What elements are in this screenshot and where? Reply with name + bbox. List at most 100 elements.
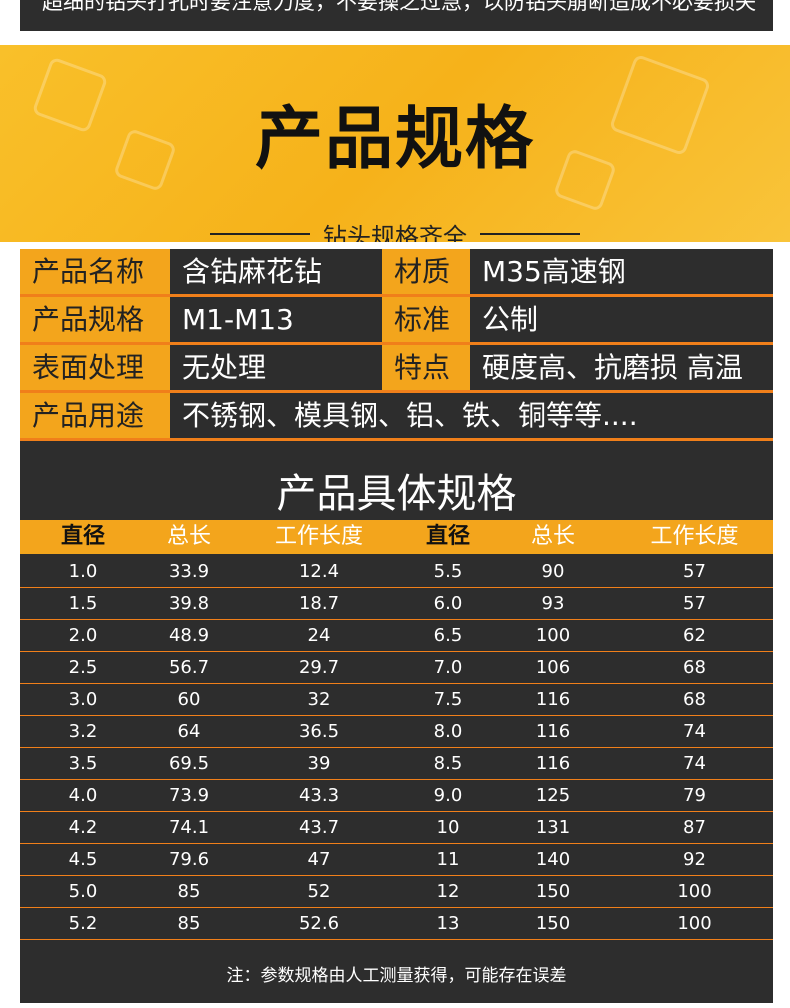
table-cell: 69.5 bbox=[168, 753, 210, 774]
table-cell: 131 bbox=[535, 817, 571, 838]
table-cell: 60 bbox=[177, 689, 201, 710]
divider bbox=[210, 233, 310, 235]
info-label: 产品用途 bbox=[20, 393, 170, 438]
table-row: 4.0 73.9 43.3 9.0 125 79 bbox=[20, 780, 773, 812]
info-row: 产品用途 不锈钢、模具钢、铝、铁、铜等等.... bbox=[20, 393, 773, 441]
table-cell: 3.0 bbox=[68, 689, 98, 710]
info-value: 无处理 bbox=[182, 351, 267, 384]
table-cell: 5.0 bbox=[68, 881, 98, 902]
info-row: 表面处理 无处理 特点 硬度高、抗磨损 高温 bbox=[20, 345, 773, 393]
info-value: 硬度高、抗磨损 高温 bbox=[482, 351, 743, 384]
table-cell: 3.5 bbox=[68, 753, 98, 774]
info-row: 产品名称 含钴麻花钻 材质 M35高速钢 bbox=[20, 249, 773, 297]
table-cell: 12 bbox=[436, 881, 460, 902]
table-row: 5.0 85 52 12 150 100 bbox=[20, 876, 773, 908]
table-cell: 85 bbox=[177, 913, 201, 934]
table-cell: 125 bbox=[535, 785, 571, 806]
table-cell: 12.4 bbox=[298, 561, 340, 582]
table-cell: 5.5 bbox=[433, 561, 463, 582]
info-value: 不锈钢、模具钢、铝、铁、铜等等.... bbox=[182, 399, 638, 432]
table-row: 1.0 33.9 12.4 5.5 90 57 bbox=[20, 556, 773, 588]
spec-title: 产品具体规格 bbox=[276, 471, 517, 517]
table-cell: 39.8 bbox=[168, 593, 210, 614]
table-cell: 116 bbox=[535, 753, 571, 774]
table-cell: 9.0 bbox=[433, 785, 463, 806]
table-cell: 106 bbox=[535, 657, 571, 678]
table-cell: 150 bbox=[535, 913, 571, 934]
header-cell: 总长 bbox=[166, 524, 211, 549]
header-cell: 工作长度 bbox=[274, 524, 363, 549]
table-cell: 4.0 bbox=[68, 785, 98, 806]
info-table: 产品名称 含钴麻花钻 材质 M35高速钢 产品规格 M1-M13 标准 公制 表… bbox=[20, 249, 773, 441]
table-cell: 7.5 bbox=[433, 689, 463, 710]
info-label: 材质 bbox=[382, 249, 470, 294]
table-cell: 100 bbox=[677, 881, 712, 902]
info-value: 公制 bbox=[482, 303, 539, 336]
table-cell: 116 bbox=[535, 721, 571, 742]
table-cell: 90 bbox=[541, 561, 565, 582]
table-cell: 62 bbox=[683, 625, 706, 646]
info-label: 标准 bbox=[382, 297, 470, 342]
header-cell: 工作长度 bbox=[650, 524, 739, 549]
table-cell: 8.0 bbox=[433, 721, 463, 742]
table-cell: 52 bbox=[307, 881, 331, 902]
table-cell: 18.7 bbox=[298, 593, 340, 614]
header-cell: 直径 bbox=[60, 524, 105, 549]
info-label: 表面处理 bbox=[20, 345, 170, 390]
table-cell: 92 bbox=[683, 849, 706, 870]
table-cell: 32 bbox=[307, 689, 331, 710]
table-cell: 74 bbox=[683, 753, 706, 774]
table-cell: 73.9 bbox=[168, 785, 210, 806]
table-cell: 52.6 bbox=[298, 913, 340, 934]
table-cell: 29.7 bbox=[298, 657, 340, 678]
table-cell: 5.2 bbox=[68, 913, 98, 934]
info-label: 产品名称 bbox=[20, 249, 170, 294]
banner-title: 产品规格 bbox=[254, 100, 535, 179]
table-cell: 39 bbox=[307, 753, 331, 774]
table-cell: 7.0 bbox=[433, 657, 463, 678]
table-cell: 36.5 bbox=[298, 721, 340, 742]
table-cell: 43.3 bbox=[298, 785, 340, 806]
table-row: 2.5 56.7 29.7 7.0 106 68 bbox=[20, 652, 773, 684]
table-cell: 2.0 bbox=[68, 625, 98, 646]
table-cell: 57 bbox=[683, 593, 706, 614]
table-cell: 1.0 bbox=[68, 561, 98, 582]
table-cell: 1.5 bbox=[68, 593, 98, 614]
table-row: 4.5 79.6 47 11 140 92 bbox=[20, 844, 773, 876]
table-cell: 68 bbox=[683, 657, 706, 678]
table-row: 3.5 69.5 39 8.5 116 74 bbox=[20, 748, 773, 780]
table-cell: 6.5 bbox=[433, 625, 463, 646]
info-row: 产品规格 M1-M13 标准 公制 bbox=[20, 297, 773, 345]
table-row: 5.2 85 52.6 13 150 100 bbox=[20, 908, 773, 940]
header-cell: 直径 bbox=[425, 524, 470, 549]
table-cell: 33.9 bbox=[168, 561, 210, 582]
table-cell: 43.7 bbox=[298, 817, 340, 838]
table-row: 3.2 64 36.5 8.0 116 74 bbox=[20, 716, 773, 748]
table-cell: 150 bbox=[535, 881, 571, 902]
table-cell: 4.2 bbox=[68, 817, 98, 838]
table-cell: 68 bbox=[683, 689, 706, 710]
info-value: M1-M13 bbox=[182, 303, 294, 336]
banner-subtitle: 钻头规格齐全 bbox=[323, 223, 467, 242]
table-cell: 2.5 bbox=[68, 657, 98, 678]
table-cell: 10 bbox=[436, 817, 460, 838]
table-cell: 74.1 bbox=[168, 817, 210, 838]
table-cell: 64 bbox=[177, 721, 201, 742]
table-cell: 4.5 bbox=[68, 849, 98, 870]
spec-table-header: 直径 总长 工作长度 直径 总长 工作长度 bbox=[20, 520, 773, 554]
info-value: 含钴麻花钻 bbox=[182, 255, 323, 288]
table-row: 1.5 39.8 18.7 6.0 93 57 bbox=[20, 588, 773, 620]
table-cell: 48.9 bbox=[168, 625, 210, 646]
top-strip-text: 超细的钻头打孔时要注意力度，不要操之过急，以防钻头崩断造成不必要损失 bbox=[42, 0, 756, 14]
table-row: 3.0 60 32 7.5 116 68 bbox=[20, 684, 773, 716]
table-cell: 116 bbox=[535, 689, 571, 710]
table-row: 2.0 48.9 24 6.5 100 62 bbox=[20, 620, 773, 652]
table-cell: 140 bbox=[535, 849, 571, 870]
table-cell: 87 bbox=[683, 817, 706, 838]
banner: 产品规格 钻头规格齐全 bbox=[0, 45, 790, 242]
info-label: 特点 bbox=[382, 345, 470, 390]
table-cell: 47 bbox=[307, 849, 331, 870]
footnote: 注：参数规格由人工测量获得，可能存在误差 bbox=[226, 966, 567, 986]
spec-panel: 产品名称 含钴麻花钻 材质 M35高速钢 产品规格 M1-M13 标准 公制 表… bbox=[20, 249, 773, 1003]
table-cell: 74 bbox=[683, 721, 706, 742]
